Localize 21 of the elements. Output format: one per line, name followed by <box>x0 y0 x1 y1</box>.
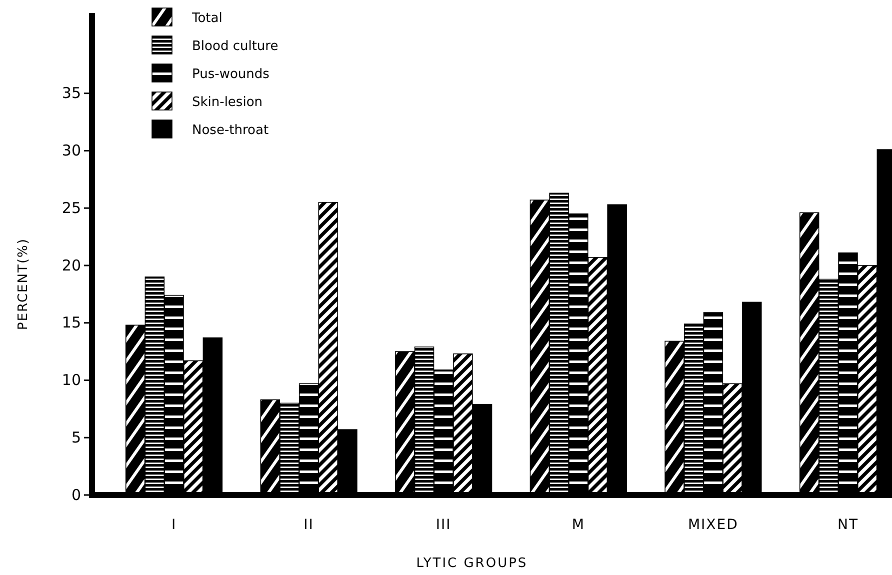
x-tick-label: I <box>171 516 177 533</box>
x-tick-label: NT <box>837 516 859 533</box>
x-tick-label: II <box>304 516 314 533</box>
x-tick-label: M <box>572 516 585 533</box>
x-axis-title: LYTIC GROUPS <box>416 556 528 571</box>
y-tick-label: 25 <box>62 198 81 217</box>
y-axis-title: PERCENT(%) <box>16 238 31 330</box>
y-tick-label: 5 <box>71 428 81 446</box>
legend-label: Skin-lesion <box>192 95 263 110</box>
legend-label: Total <box>191 11 222 26</box>
y-tick-label: 0 <box>71 486 81 504</box>
legend-label: Blood culture <box>192 39 278 54</box>
y-tick-label: 35 <box>62 84 81 102</box>
y-tick-label: 15 <box>62 314 81 332</box>
legend-label: Pus-wounds <box>192 67 270 82</box>
legend-label: Nose-throat <box>192 123 269 138</box>
x-tick-label: III <box>436 516 452 533</box>
y-tick-label: 30 <box>62 142 81 160</box>
x-tick-label: MIXED <box>688 516 738 533</box>
y-tick-label: 10 <box>62 371 81 390</box>
y-tick-label: 20 <box>62 256 81 274</box>
